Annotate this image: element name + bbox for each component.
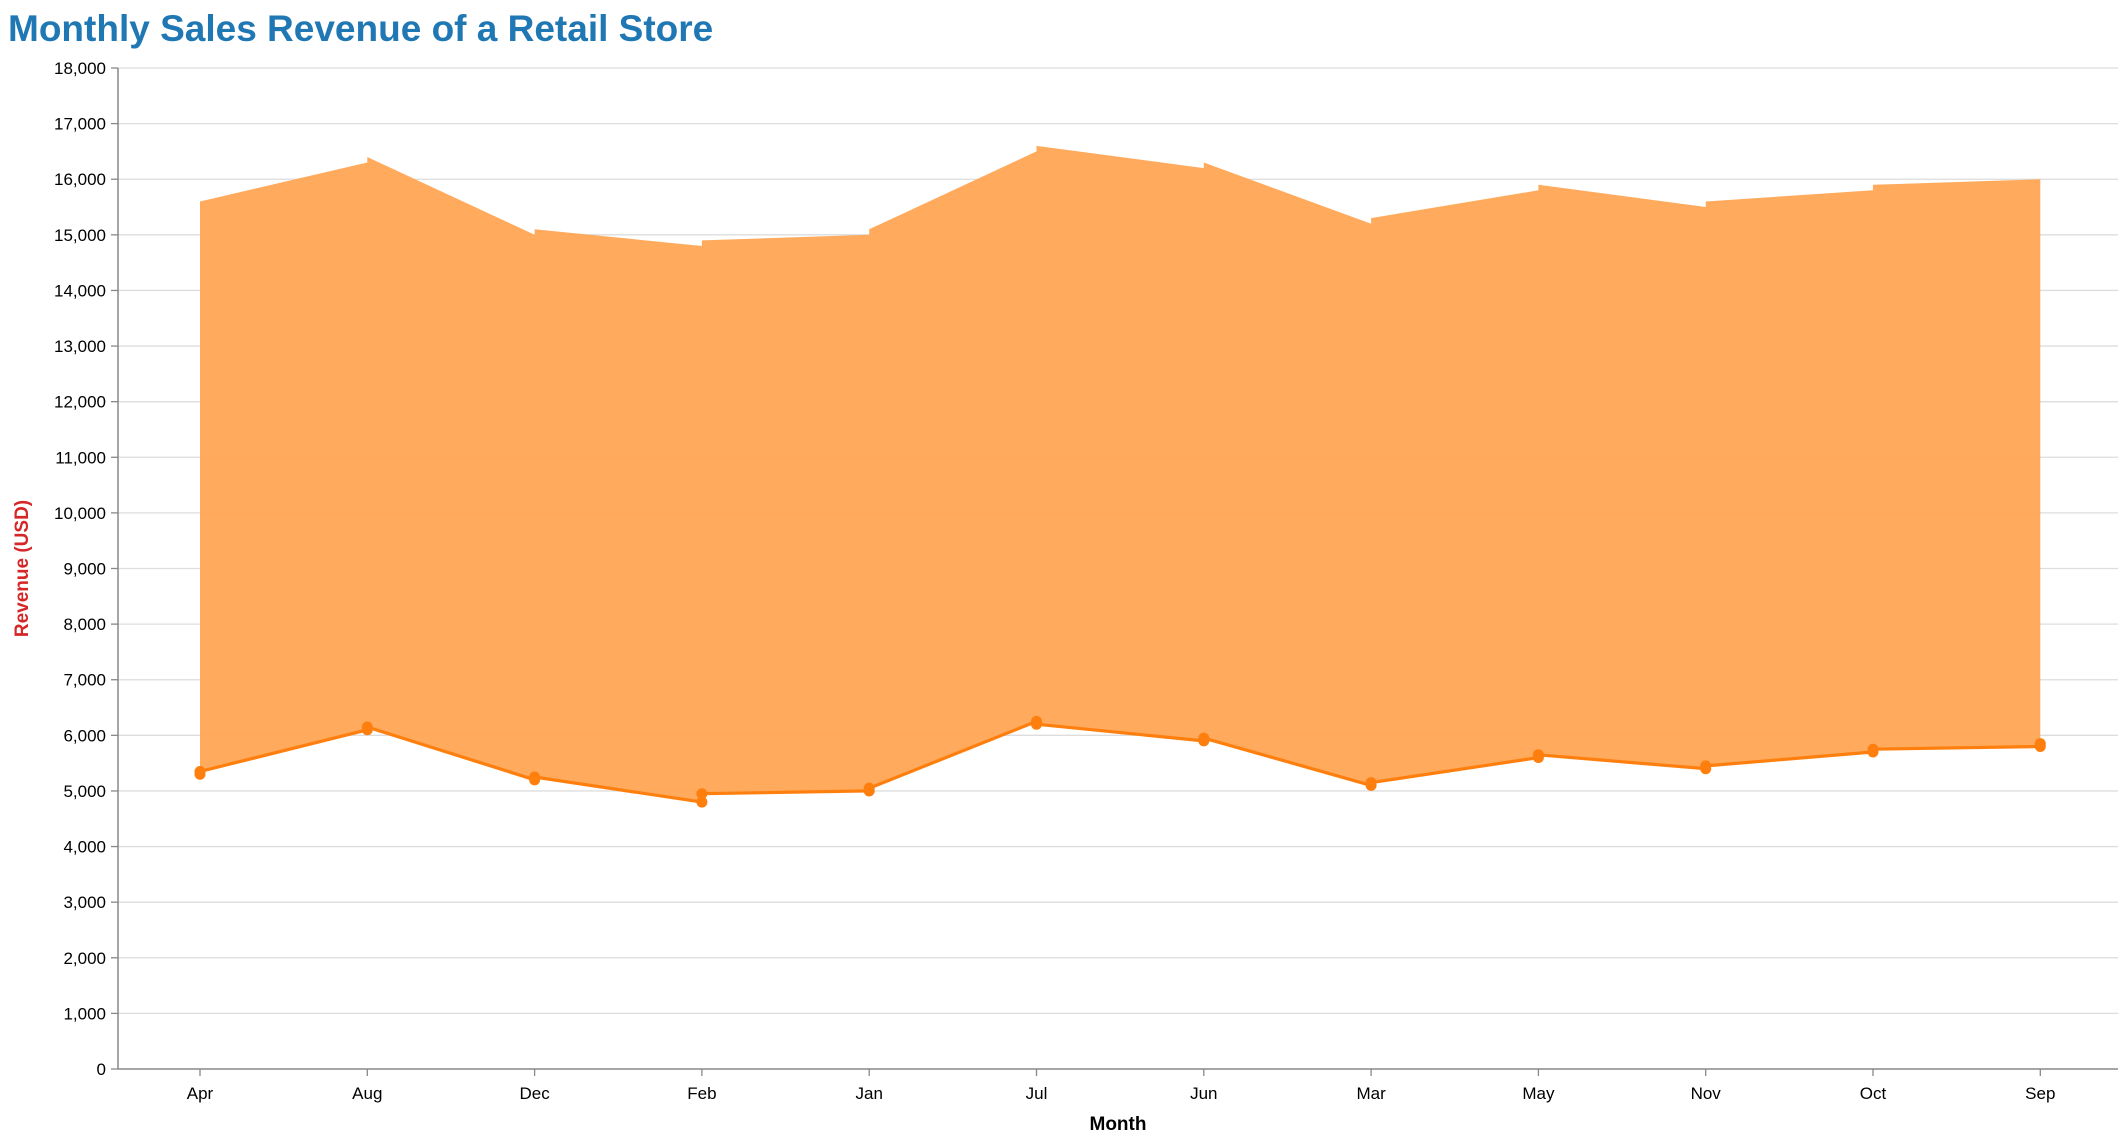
series-line — [198, 719, 2042, 804]
data-point — [1867, 743, 1879, 755]
x-tick-label: Feb — [687, 1084, 716, 1103]
data-point — [863, 782, 875, 794]
y-axis-ticks: 0 1,000 2,000 3,000 4,000 5,000 6,000 7,000 8,00… — [54, 59, 118, 1079]
y-tick-label: 13,000 — [54, 337, 106, 356]
data-point — [529, 771, 541, 783]
x-tick-label: Nov — [1691, 1084, 1722, 1103]
data-point — [1365, 777, 1377, 789]
y-tick-label: 2,000 — [63, 949, 106, 968]
x-tick-label: Oct — [1860, 1084, 1887, 1103]
y-tick-label: 15,000 — [54, 226, 106, 245]
x-axis-ticks: Apr Aug Dec Feb Jan Jul Jun Mar May Nov Oct Sep — [187, 1069, 2055, 1103]
data-point — [696, 796, 708, 808]
x-tick-label: Sep — [2025, 1084, 2055, 1103]
data-point — [361, 721, 373, 733]
data-point — [1700, 760, 1712, 772]
y-tick-label: 12,000 — [54, 393, 106, 412]
data-point — [194, 765, 206, 777]
y-tick-label: 14,000 — [54, 281, 106, 300]
y-tick-label: 8,000 — [63, 615, 106, 634]
x-tick-label: Dec — [519, 1084, 550, 1103]
data-point — [1031, 718, 1042, 730]
y-tick-label: 17,000 — [54, 115, 106, 134]
x-tick-label: Mar — [1356, 1084, 1386, 1103]
x-tick-label: Apr — [187, 1084, 214, 1103]
y-tick-label: 5,000 — [63, 782, 106, 801]
x-tick-label: Jan — [855, 1084, 882, 1103]
y-tick-label: 7,000 — [63, 671, 106, 690]
area-fill — [200, 145, 2041, 803]
y-tick-label: 0 — [97, 1060, 106, 1079]
line-series — [198, 719, 2042, 804]
data-point — [696, 788, 708, 800]
y-tick-label: 3,000 — [63, 893, 106, 912]
x-tick-label: Jul — [1026, 1084, 1048, 1103]
y-tick-label: 4,000 — [63, 838, 106, 857]
data-point — [1532, 749, 1544, 761]
x-axis-title: Month — [1090, 1114, 1147, 1135]
y-tick-label: 1,000 — [63, 1004, 106, 1023]
chart-title: Monthly Sales Revenue of a Retail Store — [8, 8, 713, 49]
y-tick-label: 11,000 — [55, 448, 106, 467]
y-tick-label: 18,000 — [54, 59, 106, 78]
area-series — [200, 145, 2041, 803]
data-point — [2034, 738, 2046, 750]
y-tick-label: 16,000 — [54, 170, 106, 189]
x-tick-label: Jun — [1190, 1084, 1217, 1103]
y-axis-title: Revenue (USD) — [12, 500, 33, 637]
y-tick-label: 10,000 — [54, 504, 106, 523]
y-tick-label: 6,000 — [63, 726, 106, 745]
y-tick-label: 9,000 — [63, 560, 106, 579]
x-tick-label: Aug — [352, 1084, 382, 1103]
data-point — [1198, 732, 1210, 744]
data-points — [194, 715, 2046, 808]
x-tick-label: May — [1522, 1084, 1555, 1103]
